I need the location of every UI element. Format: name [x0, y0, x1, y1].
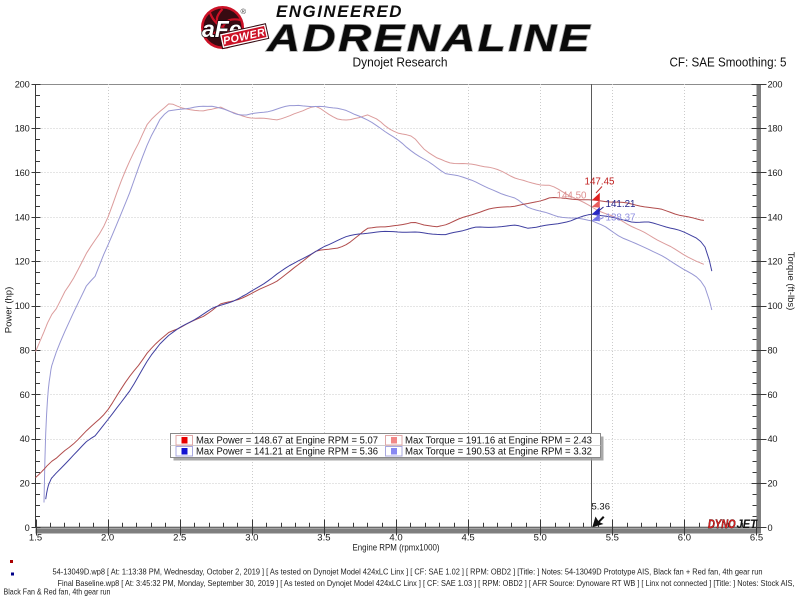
svg-text:5.36: 5.36	[592, 502, 611, 513]
svg-text:0: 0	[25, 523, 30, 533]
svg-text:4.5: 4.5	[461, 533, 474, 544]
svg-text:2.0: 2.0	[101, 533, 114, 544]
svg-text:200: 200	[15, 79, 30, 89]
svg-text:ADRENALINE: ADRENALINE	[266, 18, 592, 60]
svg-text:20: 20	[20, 478, 30, 488]
svg-text:Black Fan & Red fan, 4th gear: Black Fan & Red fan, 4th gear run	[4, 587, 111, 597]
svg-text:200: 200	[768, 79, 783, 89]
svg-text:Max Power = 148.67 at Engine R: Max Power = 148.67 at Engine RPM = 5.07	[196, 436, 378, 447]
svg-text:0: 0	[768, 523, 773, 533]
svg-text:160: 160	[15, 168, 30, 178]
svg-text:Final Baseline.wp8 [ At: 3:45:: Final Baseline.wp8 [ At: 3:45:32 PM, Mon…	[58, 578, 795, 588]
svg-text:6.5: 6.5	[750, 533, 763, 544]
svg-text:160: 160	[768, 168, 783, 178]
svg-text:CF: SAE Smoothing: 5: CF: SAE Smoothing: 5	[670, 55, 787, 70]
svg-text:Power (hp): Power (hp)	[4, 287, 15, 333]
svg-text:3.0: 3.0	[245, 533, 258, 544]
svg-text:1.5: 1.5	[29, 533, 42, 544]
svg-text:5.0: 5.0	[534, 533, 547, 544]
svg-text:54-13049D.wp8 [ At: 1:13:38 PM: 54-13049D.wp8 [ At: 1:13:38 PM, Wednesda…	[53, 567, 763, 577]
svg-text:140: 140	[768, 212, 783, 222]
svg-text:DYNO: DYNO	[708, 519, 736, 531]
svg-text:Engine RPM (rpmx1000): Engine RPM (rpmx1000)	[353, 543, 440, 554]
svg-text:141.21: 141.21	[606, 199, 636, 210]
svg-text:40: 40	[768, 434, 778, 444]
svg-text:2.5: 2.5	[173, 533, 186, 544]
svg-text:147.45: 147.45	[585, 177, 616, 188]
svg-text:80: 80	[768, 345, 778, 355]
svg-text:100: 100	[768, 301, 783, 311]
svg-text:60: 60	[20, 390, 30, 400]
svg-text:60: 60	[768, 390, 778, 400]
svg-text:120: 120	[768, 257, 783, 267]
svg-text:180: 180	[15, 124, 30, 134]
svg-text:40: 40	[20, 434, 30, 444]
svg-text:80: 80	[20, 345, 30, 355]
svg-text:3.5: 3.5	[317, 533, 330, 544]
svg-text:5.5: 5.5	[606, 533, 619, 544]
svg-text:120: 120	[15, 257, 30, 267]
svg-text:180: 180	[768, 124, 783, 134]
svg-text:Torque (ft-lbs): Torque (ft-lbs)	[785, 252, 796, 311]
svg-text:Max Torque = 190.53 at Engine: Max Torque = 190.53 at Engine RPM = 3.32	[405, 447, 592, 458]
svg-text:100: 100	[15, 301, 30, 311]
svg-text:Max Power = 141.21 at Engine R: Max Power = 141.21 at Engine RPM = 5.36	[196, 447, 378, 458]
svg-text:138.37: 138.37	[606, 213, 636, 224]
svg-text:6.0: 6.0	[678, 533, 691, 544]
svg-text:140: 140	[15, 212, 30, 222]
svg-text:Max Torque = 191.16 at Engine: Max Torque = 191.16 at Engine RPM = 2.43	[405, 436, 592, 447]
svg-text:JET: JET	[737, 519, 758, 531]
svg-text:20: 20	[768, 478, 778, 488]
svg-text:®: ®	[241, 7, 247, 16]
svg-text:ENGINEERED: ENGINEERED	[276, 3, 403, 21]
svg-text:Dynojet Research: Dynojet Research	[353, 55, 448, 70]
svg-text:144.50: 144.50	[557, 191, 588, 202]
svg-text:4.0: 4.0	[389, 533, 402, 544]
